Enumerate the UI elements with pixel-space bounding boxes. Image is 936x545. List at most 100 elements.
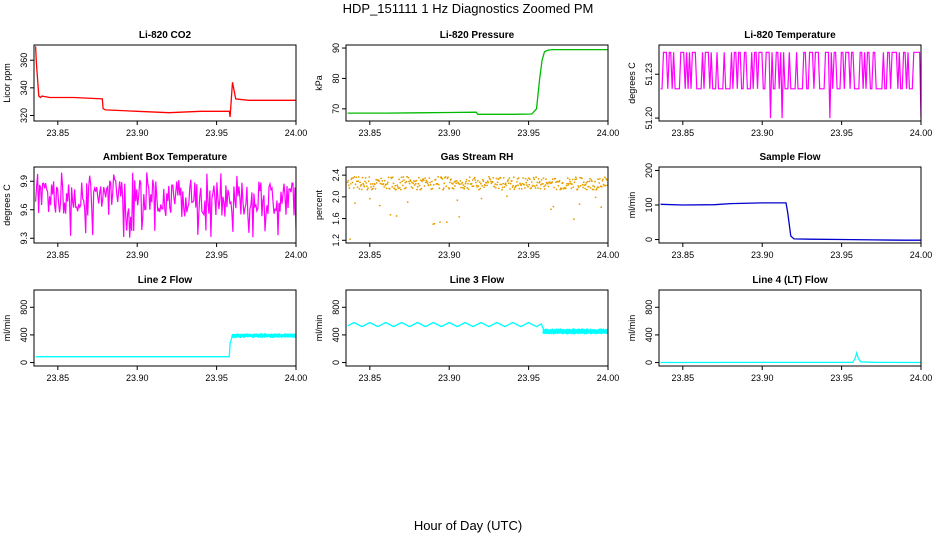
data-point bbox=[487, 181, 490, 184]
panel-frame bbox=[658, 44, 922, 122]
data-point bbox=[482, 180, 485, 183]
y-tick-label: 51.23 bbox=[644, 63, 654, 86]
data-point bbox=[540, 183, 542, 186]
x-tick-label: 24.00 bbox=[597, 128, 620, 138]
data-point bbox=[473, 176, 476, 179]
data-point bbox=[367, 187, 369, 190]
data-point bbox=[408, 182, 411, 185]
data-line-detail bbox=[542, 328, 608, 335]
data-point bbox=[363, 185, 366, 188]
data-point bbox=[387, 181, 389, 184]
data-point bbox=[527, 177, 530, 180]
y-tick-label: 2.0 bbox=[331, 191, 341, 204]
x-tick-label: 24.00 bbox=[285, 250, 308, 260]
data-point bbox=[566, 182, 568, 185]
data-point bbox=[391, 176, 394, 179]
data-point bbox=[523, 183, 526, 186]
data-point bbox=[516, 181, 518, 183]
data-point bbox=[565, 184, 568, 187]
data-point bbox=[512, 184, 514, 187]
data-point bbox=[564, 187, 567, 190]
data-point bbox=[532, 176, 535, 179]
data-point bbox=[355, 176, 358, 179]
panel-6: Sample Flow ml/min 23.85 23.90 23.95 24.00 0 10… bbox=[627, 152, 932, 260]
y-tick-label: 0 bbox=[644, 360, 654, 365]
data-point bbox=[543, 185, 545, 188]
data-point bbox=[387, 176, 390, 179]
data-point bbox=[553, 186, 555, 189]
x-tick-label: 23.95 bbox=[830, 128, 853, 138]
data-point bbox=[509, 182, 512, 185]
data-point bbox=[378, 204, 381, 207]
data-point bbox=[501, 186, 504, 189]
data-point bbox=[452, 187, 455, 190]
data-point bbox=[360, 188, 363, 191]
panel-title: Line 2 Flow bbox=[138, 275, 193, 286]
data-line bbox=[660, 202, 921, 241]
y-tick-label: 100 bbox=[644, 197, 654, 212]
x-tick-label: 23.95 bbox=[517, 128, 540, 138]
data-point bbox=[419, 179, 422, 182]
data-line bbox=[660, 51, 921, 119]
data-point bbox=[405, 186, 407, 189]
data-point bbox=[572, 186, 575, 189]
data-point bbox=[529, 178, 531, 181]
data-line-detail bbox=[231, 333, 296, 339]
data-point bbox=[533, 185, 536, 188]
panel-title: Line 4 (LT) Flow bbox=[752, 275, 828, 286]
data-point bbox=[593, 185, 596, 188]
data-point bbox=[552, 205, 555, 208]
x-tick-label: 23.85 bbox=[47, 250, 70, 260]
data-point bbox=[356, 186, 359, 189]
data-point bbox=[456, 199, 459, 202]
x-tick-label: 23.95 bbox=[830, 250, 853, 260]
data-point bbox=[571, 183, 573, 186]
data-point bbox=[460, 186, 462, 189]
data-point bbox=[518, 187, 521, 190]
data-point bbox=[423, 185, 426, 187]
data-point bbox=[587, 185, 590, 188]
data-point bbox=[492, 176, 495, 179]
y-tick-label: 9.6 bbox=[19, 203, 29, 216]
data-point bbox=[423, 179, 425, 182]
data-point bbox=[504, 182, 507, 185]
x-tick-label: 23.95 bbox=[517, 373, 540, 383]
y-axis-label: percent bbox=[314, 189, 324, 220]
data-point bbox=[512, 176, 515, 179]
data-point bbox=[403, 179, 405, 182]
data-point bbox=[545, 178, 547, 181]
data-point bbox=[385, 187, 388, 190]
x-tick-label: 23.95 bbox=[205, 250, 228, 260]
data-point bbox=[405, 180, 408, 183]
data-point bbox=[601, 180, 604, 182]
data-point bbox=[528, 183, 531, 186]
data-point bbox=[464, 182, 467, 185]
data-point bbox=[429, 183, 432, 186]
x-tick-label: 23.90 bbox=[438, 128, 461, 138]
data-point bbox=[449, 181, 451, 184]
data-point bbox=[444, 176, 447, 178]
data-point bbox=[526, 179, 529, 182]
data-point bbox=[452, 183, 454, 185]
data-point bbox=[584, 187, 586, 190]
panel-title: Li-820 CO2 bbox=[139, 30, 192, 41]
data-point bbox=[478, 188, 480, 191]
data-point bbox=[595, 188, 598, 190]
data-point bbox=[437, 175, 439, 178]
data-point bbox=[568, 178, 571, 181]
panel-frame bbox=[33, 289, 297, 367]
data-point bbox=[507, 182, 510, 185]
data-point bbox=[494, 187, 497, 189]
data-point bbox=[520, 188, 523, 190]
data-point bbox=[467, 182, 469, 185]
data-point bbox=[594, 196, 597, 199]
data-point bbox=[498, 187, 500, 190]
data-point bbox=[442, 188, 444, 191]
data-point bbox=[467, 188, 470, 191]
data-point bbox=[352, 177, 355, 179]
panel-5: Gas Stream RH percent 23.85 23.90 23.95 24.00… bbox=[314, 152, 619, 260]
data-point bbox=[442, 187, 445, 190]
data-point bbox=[431, 187, 434, 190]
x-tick-label: 23.95 bbox=[830, 373, 853, 383]
data-point bbox=[495, 177, 498, 180]
